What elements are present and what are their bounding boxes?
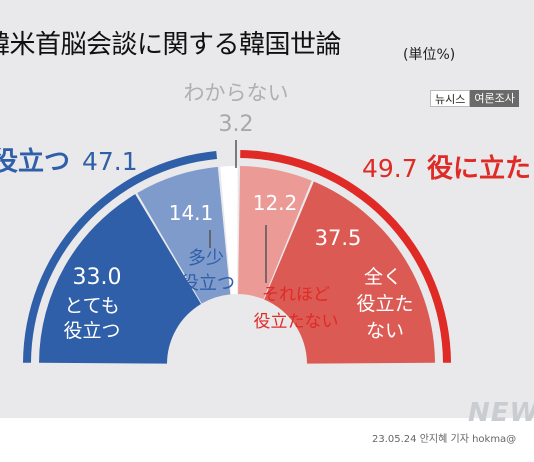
unit-label: (単位%)	[403, 47, 456, 63]
donut-hole	[169, 296, 305, 364]
slice-label-somewhat-useful-line2: 役立つ	[181, 273, 235, 294]
slice-value-not-useful-at-all: 37.5	[315, 226, 362, 250]
slice-label-not-very-useful: それほど	[262, 285, 330, 305]
slice-not-useful-at-all	[264, 181, 435, 364]
slices	[39, 166, 435, 364]
watermark: NEW	[468, 398, 534, 428]
slice-value-unknown: 3.2	[219, 112, 254, 137]
slice-label-not-very-useful-line2: 役立たない	[254, 312, 339, 332]
slice-label-very-useful-line2: 役立つ	[63, 320, 120, 342]
slice-label-not-useful-at-all-line1: 全く	[364, 266, 402, 288]
outer-arc-useful	[23, 151, 218, 363]
slice-unknown	[220, 166, 238, 295]
slice-not-very-useful	[238, 166, 312, 300]
slice-value-not-very-useful: 12.2	[253, 191, 298, 215]
half-donut-chart: 役立つ 47.1 49.7 役に立た わからない 3.2 33.0 とても 役立…	[0, 81, 531, 364]
source-badge: 뉴시스 여론조사	[430, 90, 519, 107]
slice-label-not-useful-at-all-line2: 役立た	[356, 293, 413, 315]
slice-very-useful	[39, 194, 202, 364]
source-badge-right: 여론조사	[470, 90, 519, 107]
slice-label-very-useful-line1: とても	[64, 295, 119, 317]
slice-value-very-useful: 33.0	[73, 265, 122, 290]
group-value-useful: 47.1	[82, 147, 138, 176]
chart-title: 韓米首脳会談に関する韓国世論	[0, 30, 342, 60]
slice-label-not-useful-at-all-line3: ない	[366, 320, 404, 342]
group-value-not-useful: 49.7	[362, 154, 418, 183]
slice-value-somewhat-useful: 14.1	[169, 201, 214, 225]
group-label-useful: 役立つ	[0, 146, 70, 177]
group-outer-arcs	[23, 150, 451, 363]
credit-line: 23.05.24 안지혜 기자 hokma@	[372, 434, 517, 445]
footer	[0, 418, 534, 462]
source-badge-left: 뉴시스	[430, 90, 471, 107]
slice-somewhat-useful	[137, 166, 231, 304]
slice-label-unknown: わからない	[184, 81, 289, 105]
group-label-not-useful: 役に立た	[427, 153, 531, 184]
slice-label-somewhat-useful-line1: 多少	[188, 248, 224, 269]
slice-labels: 役立つ 47.1 49.7 役に立た わからない 3.2 33.0 とても 役立…	[0, 81, 531, 342]
